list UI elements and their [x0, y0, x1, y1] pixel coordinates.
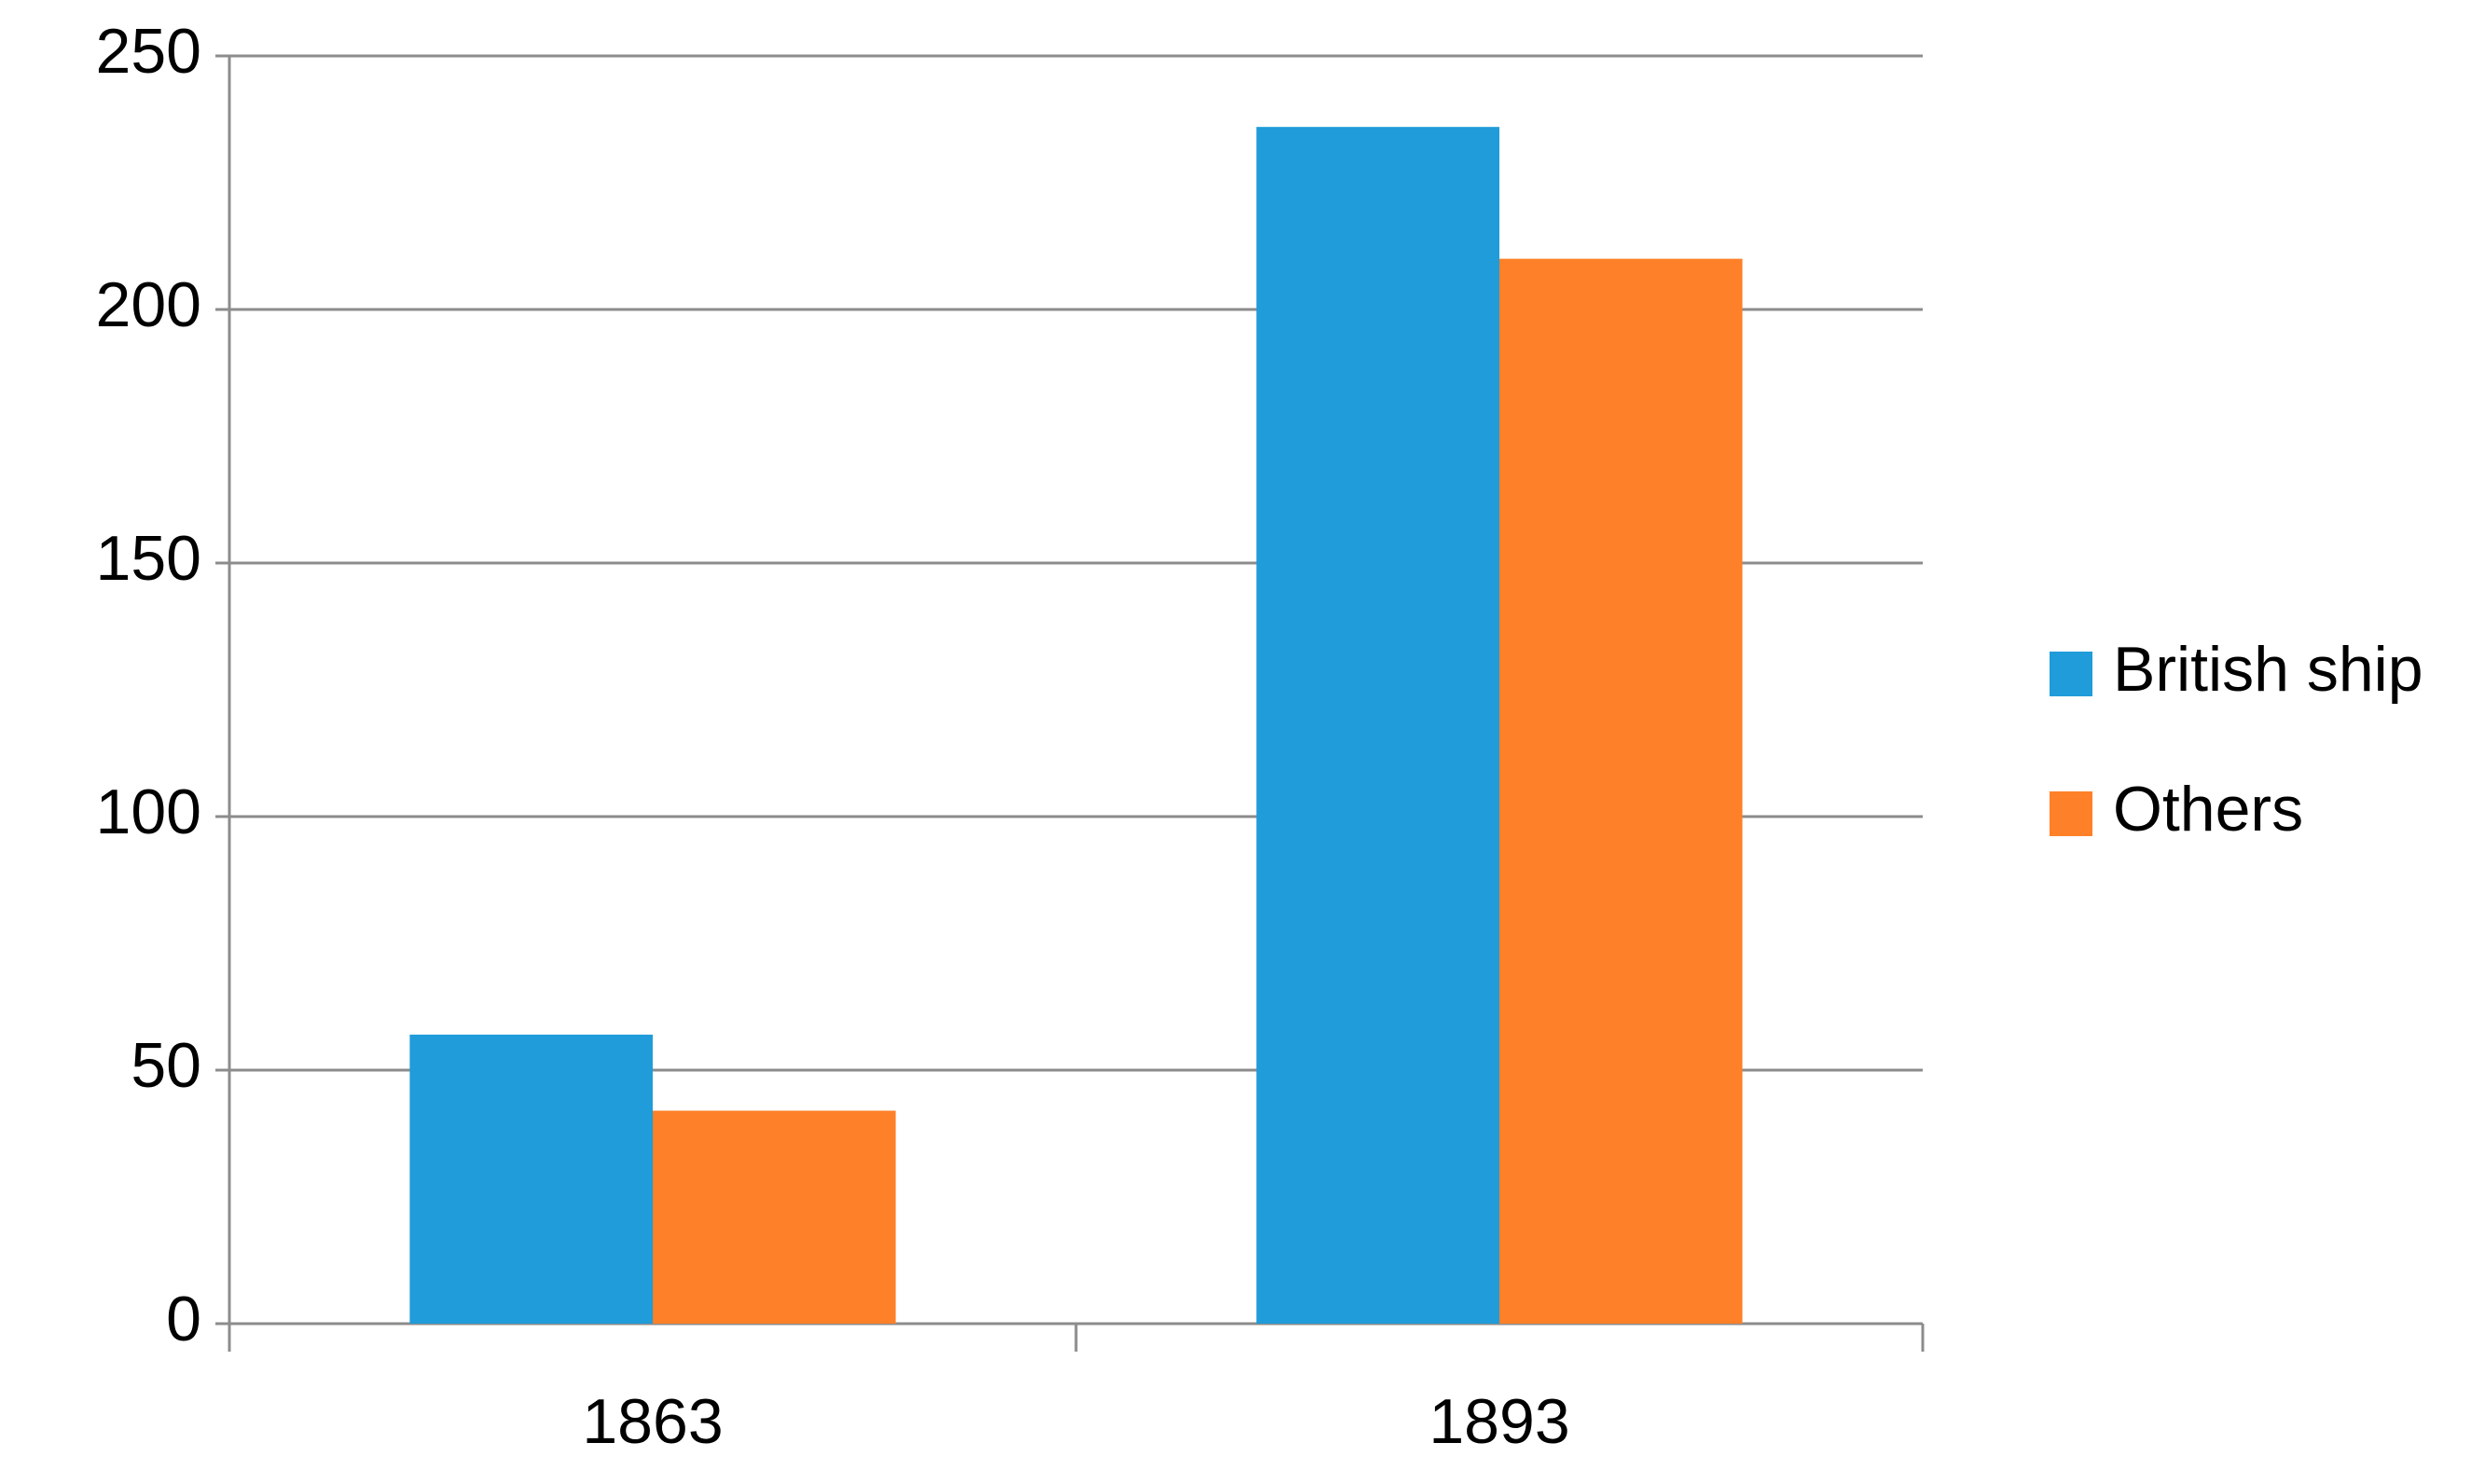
y-tick-label: 250	[96, 16, 201, 87]
legend-swatch	[2050, 652, 2092, 696]
y-tick-label: 150	[96, 523, 201, 594]
y-tick-label: 100	[96, 776, 201, 847]
y-tick-label: 0	[166, 1284, 201, 1354]
x-tick-label: 1893	[1429, 1386, 1569, 1457]
bar	[1256, 127, 1499, 1324]
y-tick-label: 200	[96, 269, 201, 340]
bar	[653, 1110, 896, 1324]
legend-label: Others	[2113, 774, 2303, 845]
x-tick-label: 1863	[582, 1386, 723, 1457]
legend-swatch	[2050, 791, 2092, 836]
y-tick-label: 50	[131, 1030, 201, 1101]
legend-label: British ship	[2113, 634, 2423, 705]
bar	[409, 1034, 653, 1324]
bar	[1499, 258, 1743, 1325]
